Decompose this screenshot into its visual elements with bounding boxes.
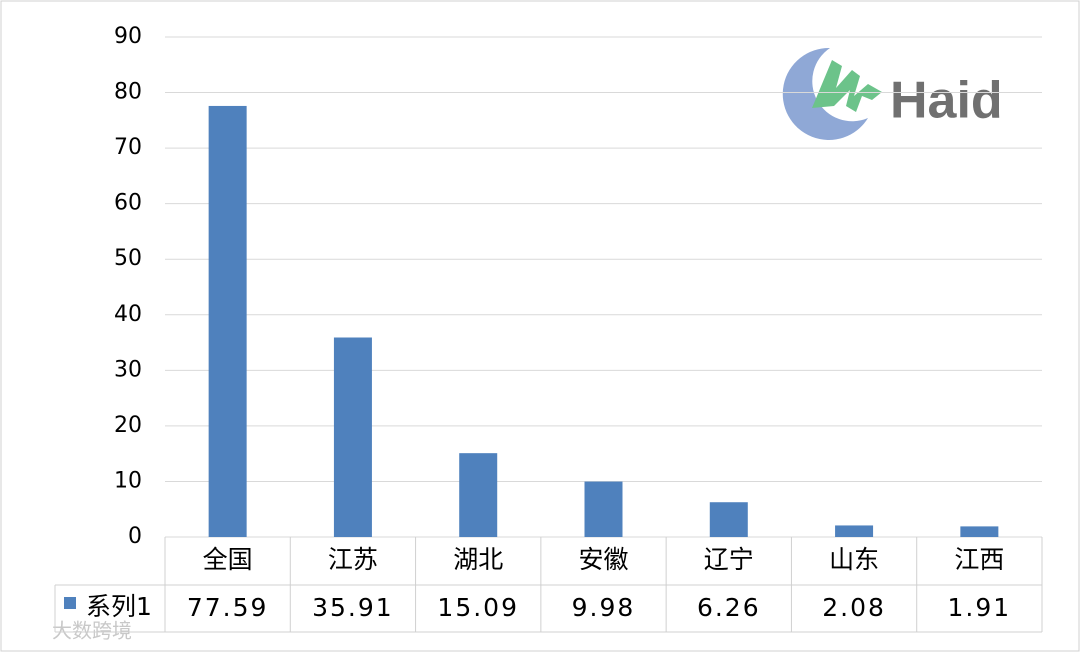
x-tick-label: 江苏	[328, 545, 378, 574]
y-tick-label: 30	[114, 357, 142, 382]
x-tick-label: 江西	[954, 545, 1004, 574]
table-value: 2.08	[822, 593, 886, 622]
y-tick-label: 90	[114, 24, 142, 49]
table-value: 9.98	[572, 593, 636, 622]
logo-crescent	[782, 47, 868, 140]
logo: Haid	[782, 47, 1003, 140]
bar	[584, 481, 623, 537]
y-tick-label: 50	[114, 246, 142, 271]
table-value: 6.26	[697, 593, 761, 622]
y-tick-label: 10	[114, 468, 142, 493]
bar	[333, 337, 372, 537]
y-tick-label: 20	[114, 413, 142, 438]
table-value: 1.91	[948, 593, 1012, 622]
y-tick-label: 40	[114, 302, 142, 327]
legend-key	[64, 597, 76, 609]
legend-label: 系列1	[86, 592, 152, 621]
bar	[960, 526, 999, 537]
x-tick-label: 全国	[203, 545, 253, 574]
table-value: 35.91	[312, 593, 394, 622]
x-tick-label: 山东	[829, 545, 879, 574]
bar	[208, 105, 247, 537]
y-tick-label: 70	[114, 135, 142, 160]
bar	[835, 525, 874, 537]
x-tick-label: 安徽	[578, 545, 628, 574]
logo-mark	[812, 60, 882, 112]
logo-text: Haid	[890, 72, 1003, 130]
x-tick-label: 辽宁	[704, 545, 754, 574]
bar	[709, 502, 748, 537]
x-tick-label: 湖北	[453, 545, 503, 574]
bar	[459, 453, 498, 537]
table-value: 77.59	[187, 593, 269, 622]
watermark: 大数跨境	[52, 619, 132, 643]
table-value: 15.09	[437, 593, 519, 622]
y-tick-label: 80	[114, 80, 142, 105]
y-tick-label: 0	[128, 524, 142, 549]
y-tick-label: 60	[114, 191, 142, 216]
